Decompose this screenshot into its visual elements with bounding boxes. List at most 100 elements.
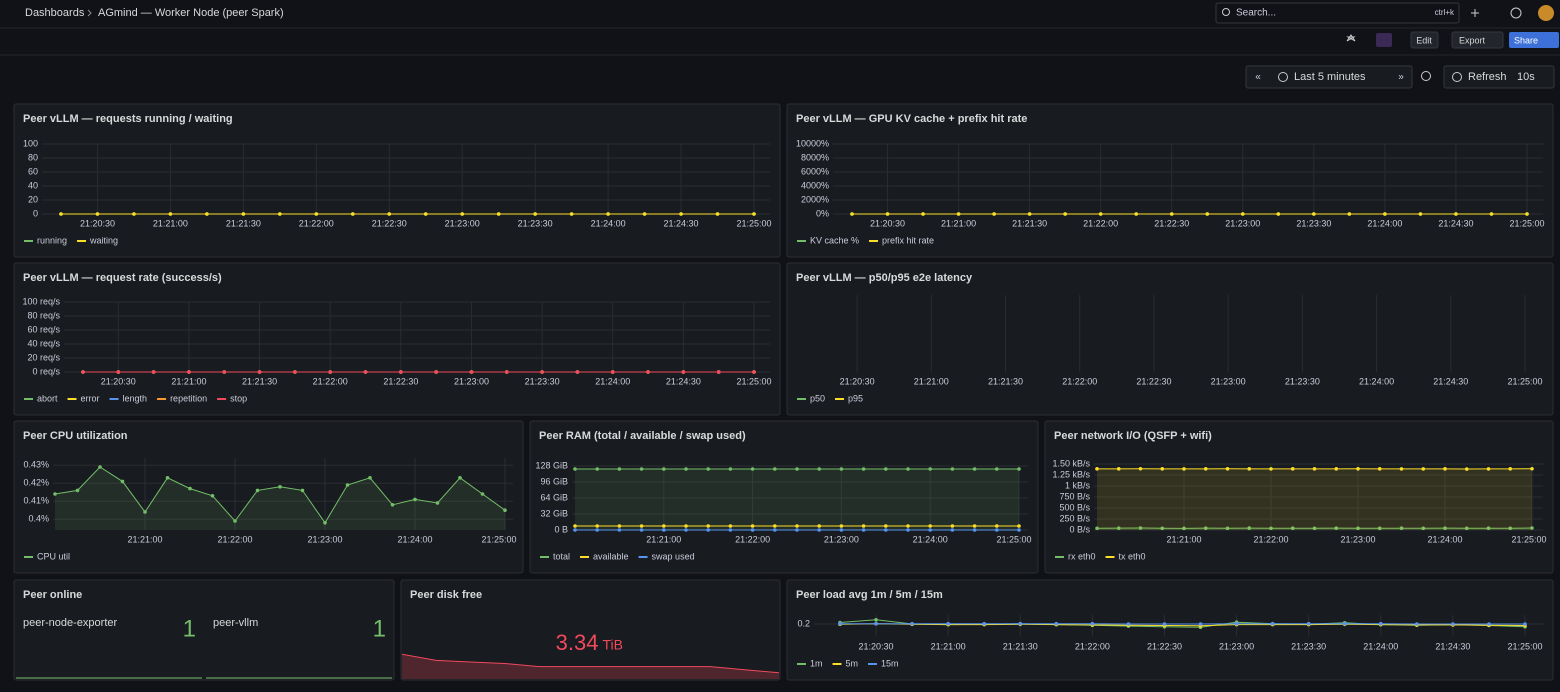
x-tick-label: 21:23:00 (1219, 641, 1254, 651)
data-point (1090, 621, 1095, 626)
panel-title: Peer CPU utilization (23, 430, 128, 442)
data-point (662, 528, 666, 532)
x-tick-label: 21:23:30 (525, 376, 560, 386)
legend-label: waiting (89, 235, 118, 245)
data-point (874, 618, 878, 622)
x-tick-label: 21:21:00 (1166, 534, 1201, 544)
data-point (1182, 526, 1186, 531)
y-tick-label: 80 (28, 152, 38, 162)
data-point (423, 212, 428, 216)
data-point (1530, 526, 1534, 530)
y-tick-label: 250 B/s (1059, 513, 1090, 523)
time-back[interactable]: « (1255, 72, 1261, 83)
data-point (1276, 212, 1281, 216)
x-tick-label: 21:23:00 (1211, 376, 1246, 386)
data-point (1095, 526, 1099, 531)
stat-value: 1 (373, 615, 386, 642)
x-tick-label: 21:24:00 (591, 218, 626, 228)
panel-title: Peer load avg 1m / 5m / 15m (796, 589, 943, 601)
data-point (1486, 467, 1491, 471)
x-tick-label: 21:22:30 (372, 218, 407, 228)
data-point (610, 370, 615, 374)
avatar[interactable] (1538, 5, 1554, 21)
zoom-out-icon[interactable] (1421, 71, 1431, 81)
share-button[interactable] (1509, 32, 1559, 48)
x-tick-label: 21:24:30 (1438, 218, 1473, 228)
y-tick-label: 40 (28, 180, 38, 190)
data-point (363, 370, 368, 374)
x-tick-label: 21:23:00 (445, 218, 480, 228)
data-point (1443, 467, 1447, 471)
x-tick-label: 21:22:30 (1154, 218, 1189, 228)
data-point (75, 488, 80, 493)
panel (786, 579, 1554, 681)
data-point (573, 528, 577, 532)
data-point (533, 212, 537, 216)
data-point (684, 524, 688, 528)
legend-label: error (81, 393, 100, 403)
data-point (950, 467, 955, 471)
data-point (278, 212, 282, 216)
export-label: Export (1459, 35, 1486, 45)
time-picker[interactable] (1245, 65, 1413, 89)
data-point (1415, 622, 1419, 626)
data-point (300, 488, 305, 493)
data-point (995, 528, 999, 532)
data-point (595, 524, 599, 528)
data-point (151, 370, 156, 374)
data-point (1486, 526, 1491, 530)
refresh-picker[interactable] (1443, 65, 1555, 89)
data-point (1225, 526, 1230, 531)
x-tick-label: 21:24:00 (1363, 641, 1398, 651)
time-range[interactable]: Last 5 minutes (1294, 71, 1366, 83)
series-area (55, 467, 505, 530)
stat-unit: TiB (603, 637, 623, 653)
data-point (278, 485, 282, 489)
data-point (1523, 622, 1527, 626)
x-tick-label: 21:22:00 (1062, 376, 1097, 386)
data-point (503, 508, 507, 512)
data-point (1508, 526, 1513, 531)
data-point (850, 212, 854, 216)
legend-label: rx eth0 (1068, 551, 1096, 561)
data-point (773, 524, 777, 528)
data-point (575, 370, 580, 374)
search-box[interactable] (1215, 2, 1460, 24)
data-point (390, 503, 395, 507)
legend-label: total (553, 551, 570, 561)
star-icon[interactable] (1346, 34, 1356, 42)
x-tick-label: 21:23:00 (454, 376, 489, 386)
export-button[interactable] (1451, 31, 1504, 49)
data-point (116, 370, 121, 374)
y-tick-label: 60 (28, 166, 38, 176)
breadcrumb-root[interactable]: Dashboards (25, 7, 85, 19)
data-point (399, 370, 403, 374)
y-tick-label: 0.43% (23, 460, 49, 470)
data-point (1160, 467, 1165, 471)
data-point (1027, 212, 1032, 216)
data-point (795, 524, 799, 528)
edit-button[interactable] (1410, 31, 1439, 49)
data-point (817, 524, 821, 528)
time-forward[interactable]: » (1398, 72, 1404, 83)
data-point (1312, 212, 1316, 216)
insights-button[interactable] (1376, 33, 1392, 47)
data-point (728, 528, 733, 532)
refresh-interval[interactable]: 10s (1517, 71, 1535, 83)
data-point (413, 497, 417, 502)
x-tick-label: 21:23:00 (1225, 218, 1260, 228)
x-tick-label: 21:24:30 (1435, 641, 1470, 651)
help-icon[interactable] (1510, 7, 1522, 19)
panel-title: Peer disk free (410, 589, 482, 601)
data-point (1383, 212, 1387, 216)
data-point (861, 524, 866, 528)
add-icon[interactable] (1471, 9, 1479, 17)
refresh-label[interactable]: Refresh (1468, 71, 1507, 83)
data-point (573, 524, 577, 528)
x-tick-label: 21:25:00 (736, 376, 771, 386)
data-point (874, 621, 878, 626)
data-point (992, 212, 996, 216)
x-tick-label: 21:24:00 (1359, 376, 1394, 386)
y-tick-label: 0 B (554, 524, 568, 534)
data-point (255, 488, 260, 493)
